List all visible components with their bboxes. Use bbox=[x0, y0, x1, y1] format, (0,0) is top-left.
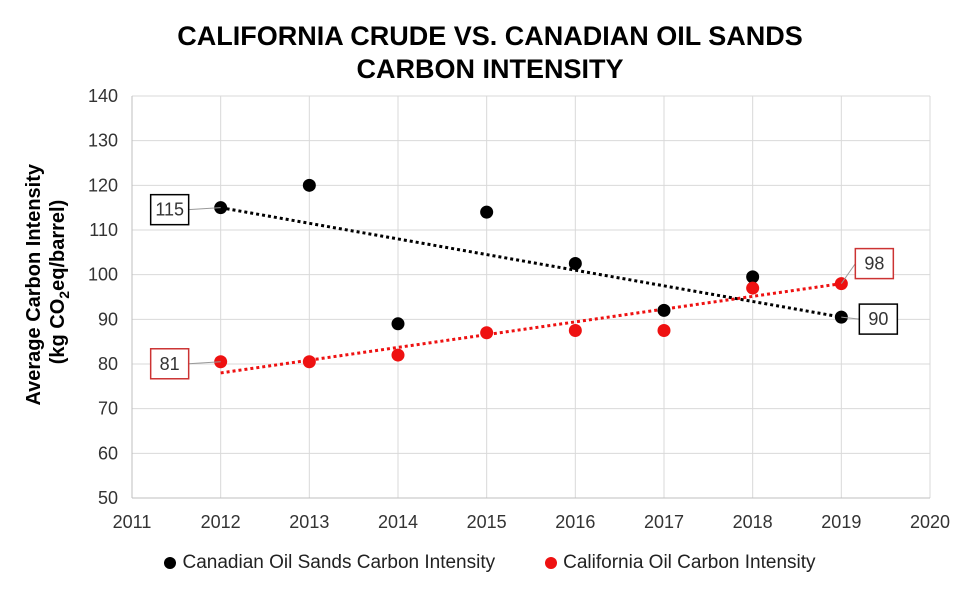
callout-box-1-0 bbox=[149, 348, 190, 380]
y-tick-label-50: 50 bbox=[98, 488, 118, 508]
legend-label-california: California Oil Carbon Intensity bbox=[563, 552, 816, 573]
legend: Canadian Oil Sands Carbon Intensity Cali… bbox=[0, 552, 980, 574]
y-tick-label-90: 90 bbox=[98, 309, 118, 329]
y-axis-label-line-2-pre: (kg CO bbox=[47, 299, 69, 365]
data-point-series-1-4 bbox=[568, 324, 582, 337]
y-tick-label-80: 80 bbox=[98, 354, 118, 374]
callout-leader-1-0 bbox=[188, 361, 221, 365]
x-tick-label-2016: 2016 bbox=[555, 512, 595, 532]
callout-box-0-1 bbox=[858, 303, 899, 335]
y-tick-label-70: 70 bbox=[98, 399, 118, 419]
y-tick-label-100: 100 bbox=[88, 265, 118, 285]
x-tick-label-2014: 2014 bbox=[378, 512, 418, 532]
trendline-series-0 bbox=[220, 206, 842, 319]
grid-lines bbox=[131, 95, 931, 499]
y-tick-label-130: 130 bbox=[88, 131, 118, 151]
data-point-series-1-1 bbox=[302, 355, 316, 369]
y-axis-label: Average Carbon Intensity (kg CO2eq/barre… bbox=[23, 158, 72, 405]
x-tick-label-2017: 2017 bbox=[644, 512, 684, 532]
y-axis-label-line-2-post: eq/barrel) bbox=[47, 200, 69, 291]
data-point-series-1-2 bbox=[391, 348, 405, 362]
data-point-series-0-2 bbox=[391, 317, 405, 331]
chart-title-line-1: CALIFORNIA CRUDE VS. CANADIAN OIL SANDS bbox=[177, 21, 803, 51]
data-point-series-0-5 bbox=[657, 303, 671, 317]
y-axis-label-line-1: Average Carbon Intensity bbox=[23, 163, 45, 405]
legend-label-canadian: Canadian Oil Sands Carbon Intensity bbox=[182, 552, 496, 573]
callout-label-1-1: 98 bbox=[864, 254, 884, 274]
x-tick-label-2011: 2011 bbox=[113, 512, 152, 532]
chart-title: CALIFORNIA CRUDE VS. CANADIAN OIL SANDS … bbox=[0, 20, 980, 86]
y-tick-label-140: 140 bbox=[88, 86, 118, 106]
y-tick-label-110: 110 bbox=[89, 220, 118, 240]
legend-marker-canadian bbox=[164, 557, 177, 569]
data-point-series-0-4 bbox=[568, 257, 582, 270]
data-point-series-1-3 bbox=[480, 326, 494, 340]
x-tick-label-2015: 2015 bbox=[467, 512, 507, 532]
chart-title-line-2: CARBON INTENSITY bbox=[356, 54, 624, 84]
x-tick-label-2018: 2018 bbox=[733, 512, 773, 532]
legend-marker-california bbox=[545, 557, 558, 569]
callout-box-0-0 bbox=[149, 193, 190, 226]
x-tick-label-2012: 2012 bbox=[201, 512, 241, 532]
x-tick-label-2019: 2019 bbox=[821, 512, 861, 532]
legend-item-canadian: Canadian Oil Sands Carbon Intensity bbox=[164, 552, 495, 574]
trendline-series-1 bbox=[220, 282, 842, 375]
callout-label-0-1: 90 bbox=[868, 309, 888, 329]
axes bbox=[131, 96, 930, 499]
x-tick-label-2020: 2020 bbox=[910, 512, 950, 532]
y-axis-label-subscript: 2 bbox=[56, 291, 72, 299]
callout-leader-0-0 bbox=[188, 207, 221, 211]
y-tick-label-60: 60 bbox=[98, 443, 118, 463]
tick-labels: 2011 2012 2013 2014 2015 2016 2017 2018 2019 2020… bbox=[88, 86, 950, 532]
callout-label-0-0: 115 bbox=[155, 200, 184, 220]
callout-leader-1-1 bbox=[840, 263, 856, 284]
data-point-series-0-6 bbox=[746, 270, 760, 284]
callout-leader-0-1 bbox=[841, 316, 860, 320]
callout-box-1-1 bbox=[854, 247, 895, 280]
legend-item-california: California Oil Carbon Intensity bbox=[545, 552, 816, 574]
y-tick-label-120: 120 bbox=[88, 175, 118, 195]
trendlines bbox=[220, 206, 842, 375]
callout-label-1-0: 81 bbox=[160, 354, 180, 374]
data-point-series-0-1 bbox=[302, 178, 316, 192]
data-point-series-1-6 bbox=[746, 281, 760, 295]
callouts: 115 90 81 98 bbox=[149, 193, 899, 380]
data-point-series-1-5 bbox=[657, 324, 671, 337]
data-point-series-0-3 bbox=[480, 205, 494, 219]
x-tick-label-2013: 2013 bbox=[289, 512, 329, 532]
